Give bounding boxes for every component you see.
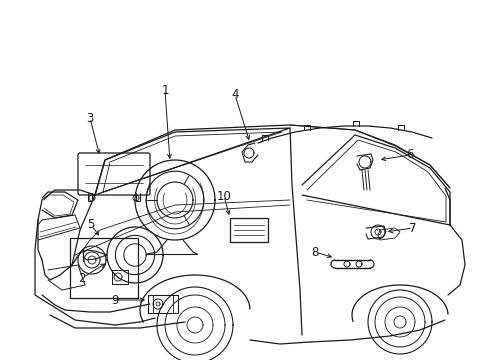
Text: 4: 4 xyxy=(231,89,238,102)
Text: 6: 6 xyxy=(406,148,413,162)
Text: 2: 2 xyxy=(78,271,85,284)
Text: 10: 10 xyxy=(216,189,231,202)
FancyBboxPatch shape xyxy=(78,153,150,195)
Bar xyxy=(229,218,267,242)
Bar xyxy=(70,238,138,298)
Text: 1: 1 xyxy=(161,84,168,96)
Text: 9: 9 xyxy=(111,293,119,306)
Text: 8: 8 xyxy=(311,246,318,258)
Text: 5: 5 xyxy=(87,219,95,231)
Text: 7: 7 xyxy=(408,221,416,234)
Text: 3: 3 xyxy=(86,112,94,125)
